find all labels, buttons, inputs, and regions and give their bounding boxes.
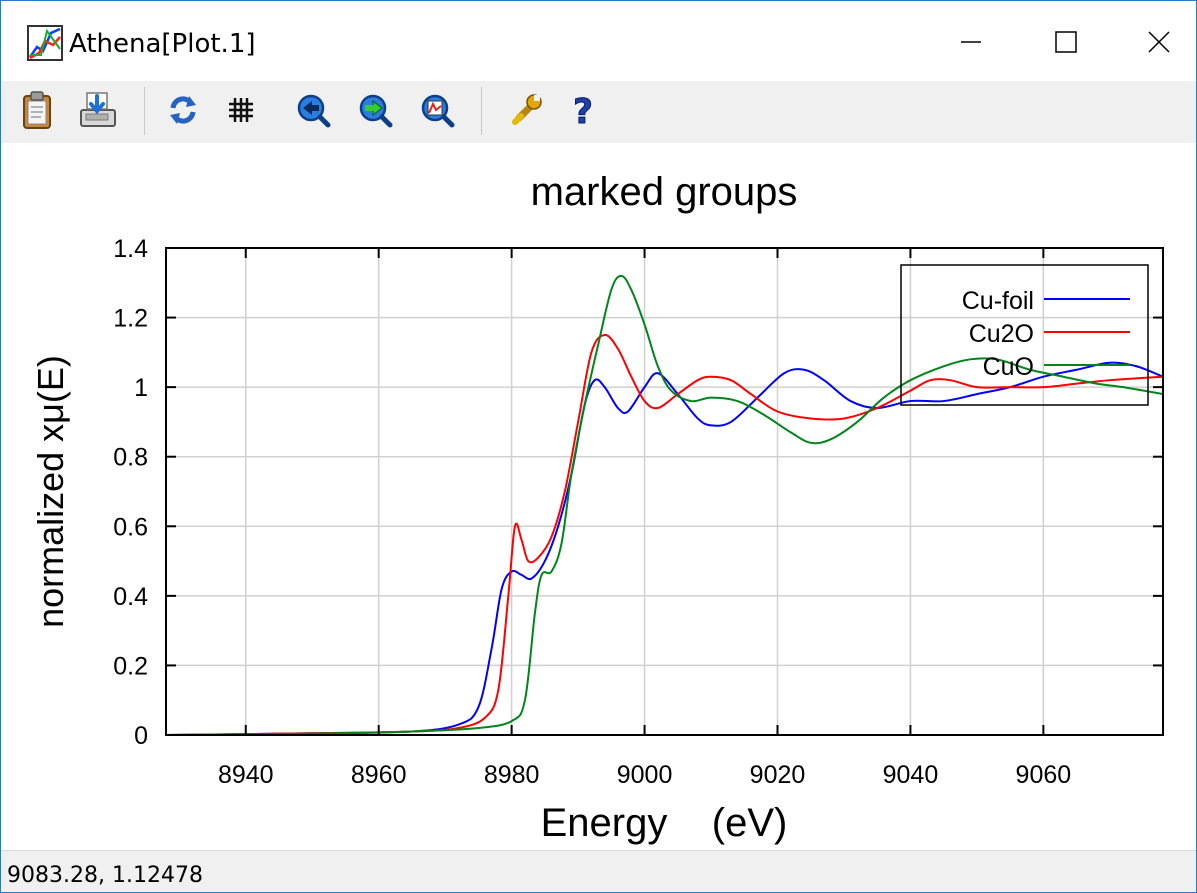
maximize-icon — [1055, 31, 1077, 53]
grid-toggle-button[interactable] — [219, 88, 263, 132]
plot-area[interactable]: marked groups Cu-foil Cu2O CuO 8940 8960 8980 9… — [1, 143, 1196, 850]
x-tick-label: 9040 — [883, 761, 939, 789]
toolbar: ? — [1, 81, 1196, 143]
close-icon — [1148, 31, 1170, 53]
minimize-icon — [961, 41, 981, 43]
x-tick-label: 9020 — [750, 761, 806, 789]
app-icon — [27, 25, 63, 61]
series-line-cuo — [166, 274, 1163, 735]
save-export-button[interactable] — [75, 88, 119, 132]
series-line-cu-foil — [166, 361, 1163, 735]
x-tick-label: 8960 — [351, 761, 407, 789]
y-axis-label: normalized xμ(E) — [30, 355, 71, 628]
y-tick-label: 0 — [134, 722, 148, 750]
save-export-icon — [80, 92, 116, 127]
close-button[interactable] — [1119, 11, 1196, 73]
maximize-button[interactable] — [1026, 11, 1106, 73]
x-tick-label: 8980 — [484, 761, 540, 789]
help-button[interactable]: ? — [561, 88, 605, 132]
minimize-button[interactable] — [931, 11, 1011, 73]
cursor-coordinates: 9083.28, 1.12478 — [7, 863, 203, 888]
help-icon: ? — [573, 92, 594, 128]
clipboard-icon — [23, 91, 51, 129]
legend-label: Cu-foil — [962, 287, 1034, 315]
configure-wrench-icon — [512, 94, 542, 125]
y-tick-label: 0.8 — [113, 444, 148, 472]
y-tick-label: 1.4 — [113, 235, 148, 263]
legend-label: Cu2O — [969, 320, 1034, 348]
series-line-cu2o — [166, 333, 1163, 735]
y-tick-label: 0.2 — [113, 652, 148, 680]
zoom-forward-button[interactable] — [353, 88, 397, 132]
chart[interactable]: marked groups Cu-foil Cu2O CuO 8940 8960 8980 9… — [1, 143, 1196, 850]
y-tick-label: 1 — [134, 374, 148, 402]
zoom-reset-icon — [421, 94, 455, 128]
title-bar[interactable]: Athena[Plot.1] — [1, 1, 1196, 73]
zoom-back-icon — [297, 94, 331, 128]
status-bar: 9083.28, 1.12478 — [1, 850, 1196, 892]
svg-text:?: ? — [573, 92, 593, 128]
plot-frame — [165, 247, 1164, 736]
chart-title: marked groups — [531, 170, 798, 214]
y-tick-label: 0.4 — [113, 583, 148, 611]
toolbar-separator — [144, 87, 145, 135]
y-tick-label: 1.2 — [113, 305, 148, 333]
configure-button[interactable] — [505, 88, 549, 132]
refresh-button[interactable] — [161, 88, 205, 132]
x-tick-label: 9060 — [1016, 761, 1072, 789]
window-title: Athena[Plot.1] — [69, 29, 256, 59]
x-tick-label: 8940 — [218, 761, 274, 789]
legend-label: CuO — [983, 353, 1034, 381]
toolbar-separator — [481, 87, 482, 135]
clipboard-button[interactable] — [15, 88, 59, 132]
y-tick-label: 0.6 — [113, 513, 148, 541]
x-tick-label: 9000 — [617, 761, 673, 789]
legend-box — [900, 264, 1149, 406]
zoom-reset-button[interactable] — [415, 88, 459, 132]
zoom-forward-icon — [359, 94, 393, 128]
refresh-icon — [170, 96, 196, 124]
x-axis-label: Energy (eV) — [541, 801, 788, 845]
zoom-back-button[interactable] — [291, 88, 335, 132]
grid-icon — [229, 98, 253, 122]
